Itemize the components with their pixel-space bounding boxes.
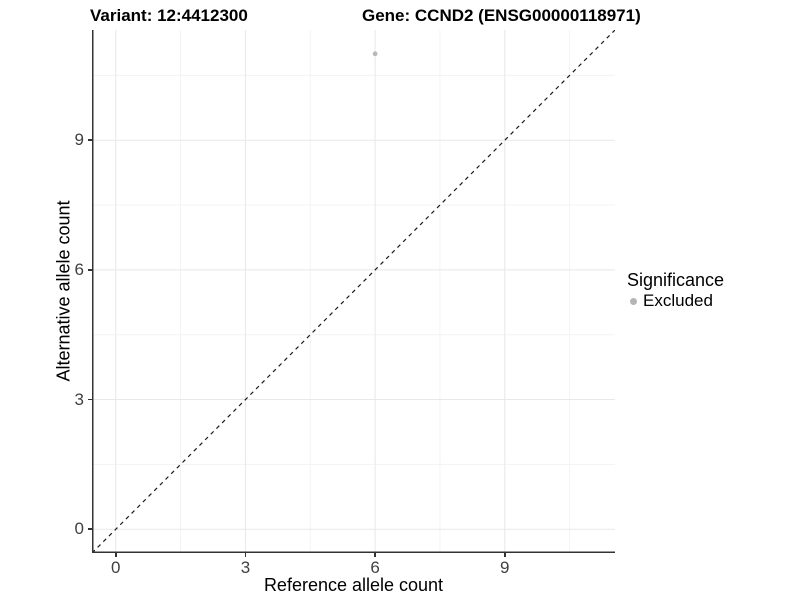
legend-item-excluded: Excluded [627, 291, 724, 311]
legend: Significance Excluded [627, 269, 724, 311]
y-tick-label: 6 [74, 259, 84, 279]
legend-title: Significance [627, 270, 725, 290]
x-axis-title: Reference allele count [263, 575, 444, 595]
y-tick-label: 0 [74, 519, 84, 539]
plot-title-variant: Variant: 12:4412300 [90, 6, 248, 25]
y-tick-label: 9 [74, 130, 84, 150]
x-tick-mark [115, 553, 117, 557]
x-tick-mark [504, 553, 506, 557]
x-tick-mark [244, 553, 247, 557]
x-tick-label: 6 [370, 558, 380, 577]
y-axis-title: Alternative allele count [53, 200, 74, 382]
legend-item-label: Excluded [643, 291, 713, 310]
scatter-canvas [92, 30, 615, 553]
x-tick-label: 0 [111, 558, 121, 577]
y-tick-label: 3 [74, 389, 84, 409]
excluded-point-swatch [630, 297, 637, 305]
plot-panel [92, 30, 615, 553]
y-tick-mark [88, 528, 92, 530]
x-tick-mark [374, 553, 376, 557]
identity-line [92, 30, 615, 553]
plot-title-gene: Gene: CCND2 (ENSG00000118971) [362, 6, 641, 25]
y-tick-mark [88, 139, 92, 141]
x-tick-label: 9 [500, 558, 510, 577]
y-tick-mark [88, 398, 92, 401]
y-tick-mark [88, 269, 92, 271]
data-point [372, 51, 378, 57]
x-tick-label: 3 [240, 558, 251, 577]
